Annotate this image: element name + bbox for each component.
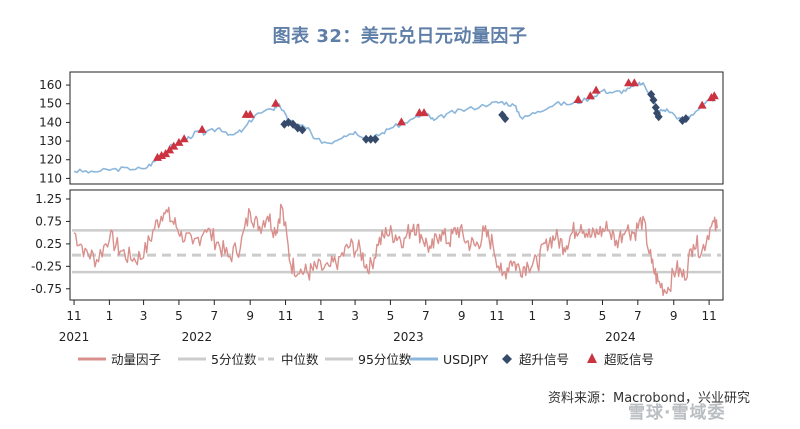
sell-signal-marker [169, 141, 179, 150]
legend-label: 超贬信号 [604, 352, 654, 367]
legend-swatch [502, 354, 512, 364]
x-tick-label: 11 [278, 309, 293, 323]
signal-markers [152, 78, 719, 161]
bottom-y-tick-label: 0.75 [35, 214, 62, 228]
x-tick-label: 3 [351, 309, 359, 323]
buy-signal-marker [649, 95, 658, 105]
legend-item: 5分位数 [178, 352, 257, 367]
bottom-y-tick-label: -0.75 [31, 282, 62, 296]
bottom-y-axis: 1.25 0.75 0.25 -0.25 -0.75 [31, 192, 70, 296]
legend-item: 超升信号 [502, 352, 569, 367]
sell-signal-marker [197, 124, 207, 133]
legend-swatch [587, 353, 597, 363]
buy-signal-marker [362, 134, 371, 144]
buy-signal-marker [681, 114, 690, 124]
sell-signal-marker [419, 108, 429, 117]
top-y-tick-label: 130 [39, 134, 62, 148]
x-tick-label: 9 [458, 309, 466, 323]
x-year-label: 2022 [182, 330, 213, 344]
x-tick-label: 5 [175, 309, 183, 323]
legend-label: 超升信号 [519, 352, 569, 367]
x-tick-label: 9 [246, 309, 254, 323]
bottom-y-tick-label: 0.25 [35, 237, 62, 251]
legend-item: 超贬信号 [587, 352, 654, 367]
buy-signal-marker [371, 134, 380, 144]
sell-signal-marker [245, 109, 255, 118]
x-tick-label: 11 [701, 309, 716, 323]
legend: 动量因子 5分位数 中位数 95分位数 USDJPY 超升信号 超贬信号 [78, 352, 654, 367]
sell-signal-marker [697, 100, 707, 109]
buy-signal-marker [501, 114, 510, 124]
sell-signal-marker [709, 91, 719, 100]
usdjpy-series [73, 81, 718, 174]
chart-title: 图表 32：美元兑日元动量因子 [272, 26, 528, 47]
legend-label: 动量因子 [111, 352, 161, 367]
x-year-label: 2021 [59, 330, 90, 344]
legend-label: USDJPY [443, 352, 489, 367]
top-y-tick-label: 110 [39, 171, 62, 185]
source-note: 资料来源：Macrobond，兴业研究 [548, 391, 751, 406]
sell-signal-marker [585, 91, 595, 100]
x-tick-label: 5 [387, 309, 395, 323]
sell-signal-marker [174, 137, 184, 146]
top-y-tick-label: 140 [39, 115, 62, 129]
bottom-y-tick-label: 1.25 [35, 192, 62, 206]
sell-signal-marker [573, 95, 583, 103]
sell-signal-marker [629, 78, 639, 87]
x-year-label: 2023 [393, 330, 424, 344]
x-tick-label: 7 [422, 309, 430, 323]
x-tick-label: 7 [210, 309, 218, 323]
x-tick-label: 5 [599, 309, 607, 323]
buy-signal-marker [366, 134, 375, 144]
bottom-panel-frame [69, 189, 724, 301]
x-year-label: 2024 [605, 330, 636, 344]
top-y-tick-label: 150 [39, 97, 62, 111]
x-tick-label: 3 [563, 309, 571, 323]
momentum-series [73, 203, 718, 297]
x-tick-label: 1 [317, 309, 325, 323]
legend-label: 5分位数 [211, 352, 257, 367]
buy-signal-marker [654, 112, 663, 122]
x-tick-label: 9 [670, 309, 678, 323]
bottom-y-tick-label: -0.25 [31, 259, 62, 273]
usdjpy-line [73, 81, 718, 174]
top-y-tick-label: 160 [39, 78, 62, 92]
x-tick-label: 1 [106, 309, 114, 323]
legend-item: 中位数 [248, 352, 319, 367]
legend-item: 95分位数 [325, 352, 412, 367]
sell-signal-marker [624, 78, 634, 87]
x-tick-label: 1 [529, 309, 537, 323]
sell-signal-marker [396, 117, 406, 126]
x-tick-label: 3 [140, 309, 148, 323]
top-panel-frame [69, 71, 724, 185]
watermark: 雪球·雪域委 [628, 403, 726, 423]
legend-label: 中位数 [281, 352, 319, 367]
sell-signal-marker [271, 98, 281, 107]
legend-label: 95分位数 [358, 352, 412, 367]
sell-signal-marker [591, 85, 601, 94]
legend-item: USDJPY [410, 352, 489, 367]
top-y-tick-label: 120 [39, 153, 62, 167]
x-tick-label: 11 [489, 309, 504, 323]
top-y-axis: 160 150 140 130 120 110 [39, 78, 70, 185]
sell-signal-marker [179, 134, 189, 143]
x-tick-label: 7 [634, 309, 642, 323]
x-tick-label: 11 [66, 309, 81, 323]
momentum-line [73, 203, 718, 297]
buy-signal-marker [298, 125, 307, 135]
legend-item: 动量因子 [78, 352, 161, 367]
